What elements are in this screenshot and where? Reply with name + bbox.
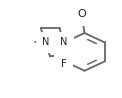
Text: N: N <box>61 37 68 47</box>
Text: O: O <box>78 9 86 19</box>
Text: F: F <box>61 59 66 69</box>
Text: N: N <box>42 37 49 47</box>
